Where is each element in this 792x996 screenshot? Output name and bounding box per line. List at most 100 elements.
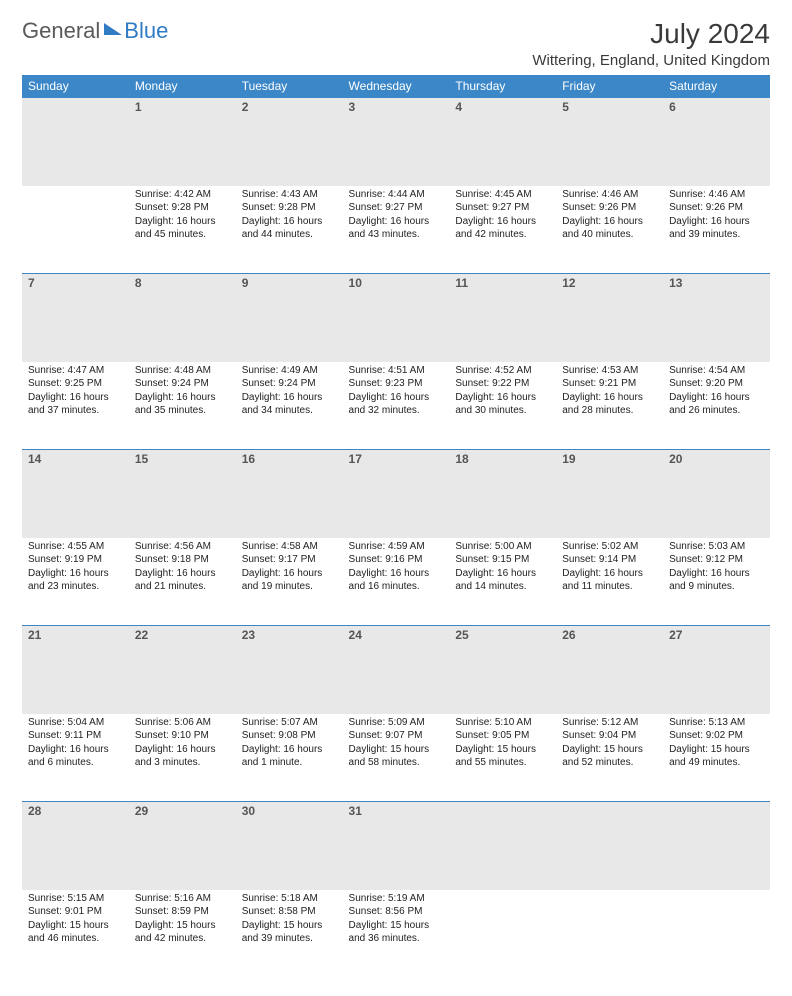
sunrise-line: Sunrise: 4:48 AM — [135, 364, 230, 378]
daylight-line: Daylight: 15 hours and 58 minutes. — [349, 743, 444, 770]
sunset-line: Sunset: 9:17 PM — [242, 553, 337, 567]
day-number-cell: 12 — [556, 274, 663, 362]
sunset-line: Sunset: 9:28 PM — [242, 201, 337, 215]
day-number: 13 — [663, 274, 770, 292]
day-cell — [449, 890, 556, 978]
sunset-line: Sunset: 9:07 PM — [349, 729, 444, 743]
day-cell: Sunrise: 4:47 AMSunset: 9:25 PMDaylight:… — [22, 362, 129, 450]
sunrise-line: Sunrise: 4:46 AM — [669, 188, 764, 202]
day-cell: Sunrise: 5:09 AMSunset: 9:07 PMDaylight:… — [343, 714, 450, 802]
sunset-line: Sunset: 9:21 PM — [562, 377, 657, 391]
day-number-cell: 2 — [236, 98, 343, 186]
day-number-cell: 10 — [343, 274, 450, 362]
day-number: 20 — [663, 450, 770, 468]
day-cell — [22, 186, 129, 274]
sunrise-line: Sunrise: 4:49 AM — [242, 364, 337, 378]
sunrise-line: Sunrise: 5:00 AM — [455, 540, 550, 554]
day-cell: Sunrise: 4:45 AMSunset: 9:27 PMDaylight:… — [449, 186, 556, 274]
sunrise-line: Sunrise: 4:47 AM — [28, 364, 123, 378]
day-number: 24 — [343, 626, 450, 644]
day-number-cell: 25 — [449, 626, 556, 714]
daylight-line: Daylight: 15 hours and 42 minutes. — [135, 919, 230, 946]
day-number-cell: 15 — [129, 450, 236, 538]
location: Wittering, England, United Kingdom — [532, 52, 770, 69]
day-number: 16 — [236, 450, 343, 468]
sunset-line: Sunset: 9:04 PM — [562, 729, 657, 743]
day-number: 31 — [343, 802, 450, 820]
day-cell: Sunrise: 5:03 AMSunset: 9:12 PMDaylight:… — [663, 538, 770, 626]
day-cell: Sunrise: 5:16 AMSunset: 8:59 PMDaylight:… — [129, 890, 236, 978]
sunrise-line: Sunrise: 4:59 AM — [349, 540, 444, 554]
day-cell: Sunrise: 4:46 AMSunset: 9:26 PMDaylight:… — [556, 186, 663, 274]
day-number: 10 — [343, 274, 450, 292]
logo-text-general: General — [22, 18, 100, 44]
sunrise-line: Sunrise: 4:54 AM — [669, 364, 764, 378]
day-cell: Sunrise: 5:04 AMSunset: 9:11 PMDaylight:… — [22, 714, 129, 802]
sunrise-line: Sunrise: 4:52 AM — [455, 364, 550, 378]
sunset-line: Sunset: 9:10 PM — [135, 729, 230, 743]
day-number-cell: 5 — [556, 98, 663, 186]
day-number: 5 — [556, 98, 663, 116]
daylight-line: Daylight: 16 hours and 32 minutes. — [349, 391, 444, 418]
daylight-line: Daylight: 16 hours and 28 minutes. — [562, 391, 657, 418]
day-number-cell: 11 — [449, 274, 556, 362]
sunrise-line: Sunrise: 5:19 AM — [349, 892, 444, 906]
day-number: 23 — [236, 626, 343, 644]
day-number: 18 — [449, 450, 556, 468]
day-number-cell: 21 — [22, 626, 129, 714]
day-cell: Sunrise: 5:18 AMSunset: 8:58 PMDaylight:… — [236, 890, 343, 978]
sunrise-line: Sunrise: 5:18 AM — [242, 892, 337, 906]
day-number-cell: 8 — [129, 274, 236, 362]
sunset-line: Sunset: 9:14 PM — [562, 553, 657, 567]
day-number-cell: 26 — [556, 626, 663, 714]
day-cell: Sunrise: 4:46 AMSunset: 9:26 PMDaylight:… — [663, 186, 770, 274]
calendar-table: SundayMondayTuesdayWednesdayThursdayFrid… — [22, 75, 770, 978]
sunset-line: Sunset: 9:18 PM — [135, 553, 230, 567]
day-number: 25 — [449, 626, 556, 644]
day-cell — [663, 890, 770, 978]
day-number: 8 — [129, 274, 236, 292]
daylight-line: Daylight: 16 hours and 23 minutes. — [28, 567, 123, 594]
daylight-line: Daylight: 15 hours and 55 minutes. — [455, 743, 550, 770]
day-number-cell — [22, 98, 129, 186]
daylight-line: Daylight: 15 hours and 49 minutes. — [669, 743, 764, 770]
day-number-cell: 23 — [236, 626, 343, 714]
day-number-cell: 14 — [22, 450, 129, 538]
sunrise-line: Sunrise: 4:44 AM — [349, 188, 444, 202]
day-number: 28 — [22, 802, 129, 820]
sunrise-line: Sunrise: 5:06 AM — [135, 716, 230, 730]
day-number: 14 — [22, 450, 129, 468]
logo-triangle-icon — [104, 23, 122, 35]
day-number-cell: 31 — [343, 802, 450, 890]
sunset-line: Sunset: 9:11 PM — [28, 729, 123, 743]
sunrise-line: Sunrise: 5:03 AM — [669, 540, 764, 554]
sunrise-line: Sunrise: 5:09 AM — [349, 716, 444, 730]
day-number-cell: 29 — [129, 802, 236, 890]
day-cell: Sunrise: 5:19 AMSunset: 8:56 PMDaylight:… — [343, 890, 450, 978]
daylight-line: Daylight: 16 hours and 39 minutes. — [669, 215, 764, 242]
day-number-cell: 13 — [663, 274, 770, 362]
day-number: 11 — [449, 274, 556, 292]
day-cell: Sunrise: 4:49 AMSunset: 9:24 PMDaylight:… — [236, 362, 343, 450]
weekday-header: Thursday — [449, 75, 556, 98]
day-number-cell: 22 — [129, 626, 236, 714]
day-number-cell: 28 — [22, 802, 129, 890]
sunset-line: Sunset: 9:20 PM — [669, 377, 764, 391]
sunset-line: Sunset: 9:27 PM — [349, 201, 444, 215]
weekday-header: Sunday — [22, 75, 129, 98]
day-cell: Sunrise: 4:48 AMSunset: 9:24 PMDaylight:… — [129, 362, 236, 450]
month-year: July 2024 — [532, 18, 770, 50]
daylight-line: Daylight: 16 hours and 35 minutes. — [135, 391, 230, 418]
daylight-line: Daylight: 16 hours and 43 minutes. — [349, 215, 444, 242]
day-number: 17 — [343, 450, 450, 468]
sunrise-line: Sunrise: 5:07 AM — [242, 716, 337, 730]
day-number: 1 — [129, 98, 236, 116]
daylight-line: Daylight: 16 hours and 9 minutes. — [669, 567, 764, 594]
day-number-cell: 20 — [663, 450, 770, 538]
daylight-line: Daylight: 16 hours and 42 minutes. — [455, 215, 550, 242]
day-number-cell: 9 — [236, 274, 343, 362]
weekday-header: Friday — [556, 75, 663, 98]
day-cell: Sunrise: 4:54 AMSunset: 9:20 PMDaylight:… — [663, 362, 770, 450]
sunrise-line: Sunrise: 4:55 AM — [28, 540, 123, 554]
day-number: 6 — [663, 98, 770, 116]
